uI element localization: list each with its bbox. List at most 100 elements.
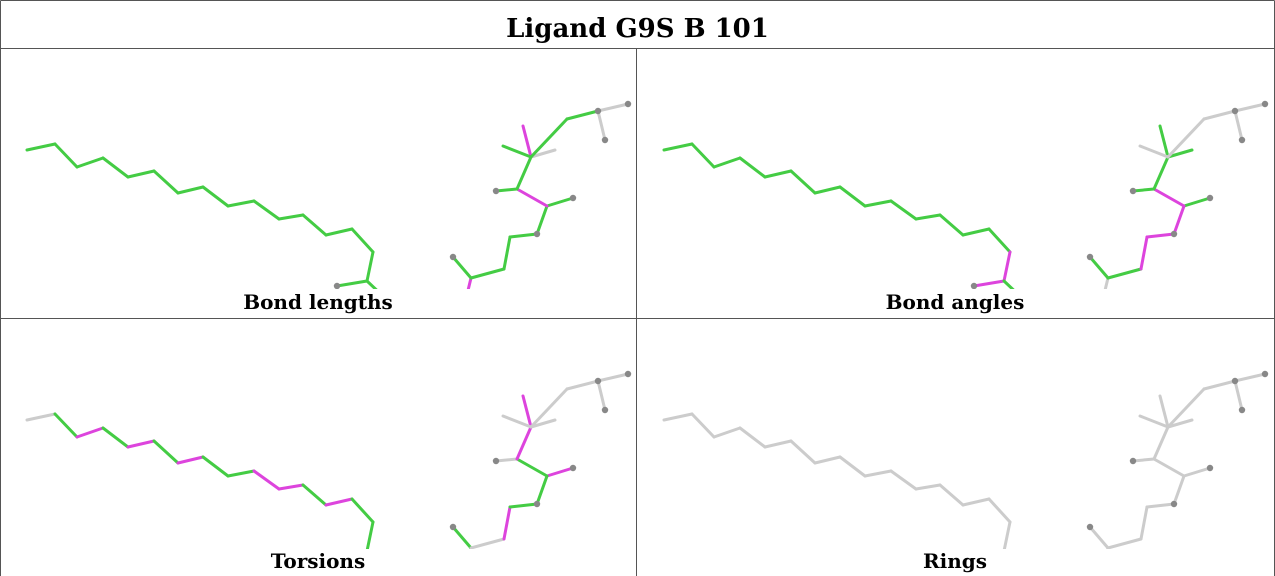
bond: [324, 227, 354, 237]
bond: [1152, 457, 1186, 478]
bond: [466, 276, 473, 289]
atom: [1261, 100, 1269, 108]
bond: [863, 199, 893, 208]
bond: [535, 204, 549, 236]
bond: [152, 439, 180, 465]
atom: [594, 377, 602, 385]
bond: [961, 227, 991, 237]
bond: [545, 196, 575, 208]
caption-bond-lengths: Bond lengths: [243, 290, 393, 314]
bond: [350, 227, 375, 254]
bond: [1088, 525, 1110, 549]
atom: [1170, 230, 1178, 238]
atom: [1231, 107, 1239, 115]
panel-bond-angles: [662, 100, 1269, 289]
bond: [176, 185, 205, 195]
bond: [596, 102, 630, 113]
bond: [1138, 144, 1170, 159]
bond: [152, 169, 180, 195]
bond: [838, 455, 867, 478]
bond: [662, 412, 694, 422]
bond: [596, 379, 607, 412]
bond: [1166, 418, 1194, 429]
bond: [324, 497, 354, 507]
bond: [690, 412, 716, 439]
bond: [1131, 187, 1156, 193]
bond: [501, 144, 533, 159]
bond: [813, 455, 842, 465]
atom: [624, 100, 632, 108]
bond: [1202, 379, 1237, 391]
bond: [53, 412, 79, 439]
bond: [596, 372, 630, 383]
atom: [594, 107, 602, 115]
bond: [545, 466, 575, 478]
bond: [494, 187, 519, 193]
bond: [75, 156, 105, 169]
bond: [1166, 148, 1194, 159]
atom: [601, 136, 609, 144]
atom: [1231, 377, 1239, 385]
bond: [508, 232, 539, 239]
panel-rings: [662, 370, 1269, 549]
bond: [690, 142, 716, 169]
atom: [601, 406, 609, 414]
atom: [1238, 136, 1246, 144]
atom: [1129, 457, 1137, 465]
bond: [961, 497, 991, 507]
bond: [1172, 204, 1186, 236]
atom: [533, 500, 541, 508]
bond: [535, 474, 549, 506]
bond: [501, 414, 533, 429]
bond: [889, 199, 918, 221]
bond: [1233, 109, 1244, 142]
bond: [938, 483, 965, 507]
bond: [350, 497, 375, 524]
bond: [529, 148, 557, 159]
bond: [972, 279, 1006, 288]
atom: [492, 187, 500, 195]
bond: [1088, 255, 1110, 280]
panel-torsions: [25, 370, 632, 549]
bond: [738, 426, 767, 449]
bond: [494, 457, 519, 463]
bond: [502, 505, 512, 541]
atom: [624, 370, 632, 378]
bond: [277, 483, 305, 491]
bond: [1131, 457, 1156, 463]
bond: [335, 279, 369, 288]
bond: [1145, 232, 1176, 239]
bond: [1152, 155, 1170, 191]
bond: [226, 199, 256, 208]
bond: [1138, 414, 1170, 429]
bond: [763, 169, 793, 179]
bond: [1103, 276, 1110, 289]
bond: [252, 199, 281, 221]
bond: [1233, 372, 1267, 383]
bond: [1172, 474, 1186, 506]
bond: [789, 439, 817, 465]
bond: [1182, 466, 1212, 478]
bond: [201, 455, 230, 478]
atom: [1170, 500, 1178, 508]
bond: [813, 185, 842, 195]
bond: [1139, 235, 1149, 271]
bond: [712, 156, 742, 169]
bond: [451, 255, 473, 280]
bond: [1233, 102, 1267, 113]
bond: [469, 537, 506, 549]
bond: [1158, 394, 1170, 429]
figure-title: Ligand G9S B 101: [506, 14, 769, 44]
atom: [1238, 406, 1246, 414]
bond: [502, 235, 512, 271]
bond: [987, 497, 1012, 524]
bond: [1145, 502, 1176, 509]
bond: [987, 227, 1012, 254]
bond: [126, 439, 156, 449]
bond: [529, 387, 569, 429]
bond: [252, 469, 281, 491]
atom: [1206, 194, 1214, 202]
bond: [126, 169, 156, 179]
bond: [863, 469, 893, 478]
bond: [515, 457, 549, 478]
